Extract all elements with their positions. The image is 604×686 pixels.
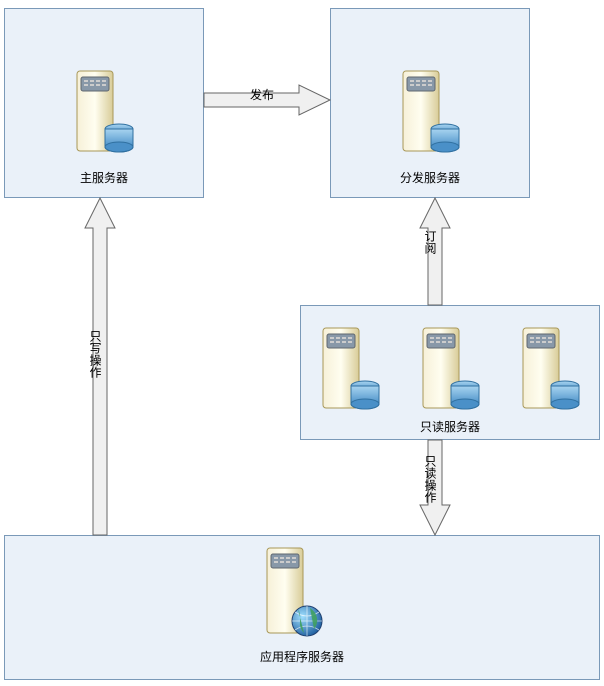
- main-server-label: 主服务器: [5, 169, 203, 186]
- dist-server-node: 分发服务器: [330, 8, 530, 198]
- dist-server-label: 分发服务器: [331, 169, 529, 186]
- main-server-node: 主服务器: [4, 8, 204, 198]
- app-server-label: 应用程序服务器: [5, 648, 599, 665]
- web-server-icon: [265, 546, 325, 646]
- db-server-icon: [521, 326, 581, 419]
- db-server-icon: [321, 326, 381, 419]
- publish-label: 发布: [250, 86, 274, 103]
- readonly-cluster-label: 只读服务器: [301, 418, 599, 435]
- db-server-icon: [401, 69, 461, 162]
- db-server-icon: [75, 69, 135, 162]
- app-server-node: 应用程序服务器: [4, 535, 600, 680]
- readonly-cluster-node: 只读服务器: [300, 305, 600, 440]
- db-server-icon: [421, 326, 481, 419]
- readonly-op-label: 只读操作: [422, 455, 439, 503]
- subscribe-label: 订阅: [422, 230, 439, 254]
- writeonly-op-label: 只写操作: [87, 330, 104, 378]
